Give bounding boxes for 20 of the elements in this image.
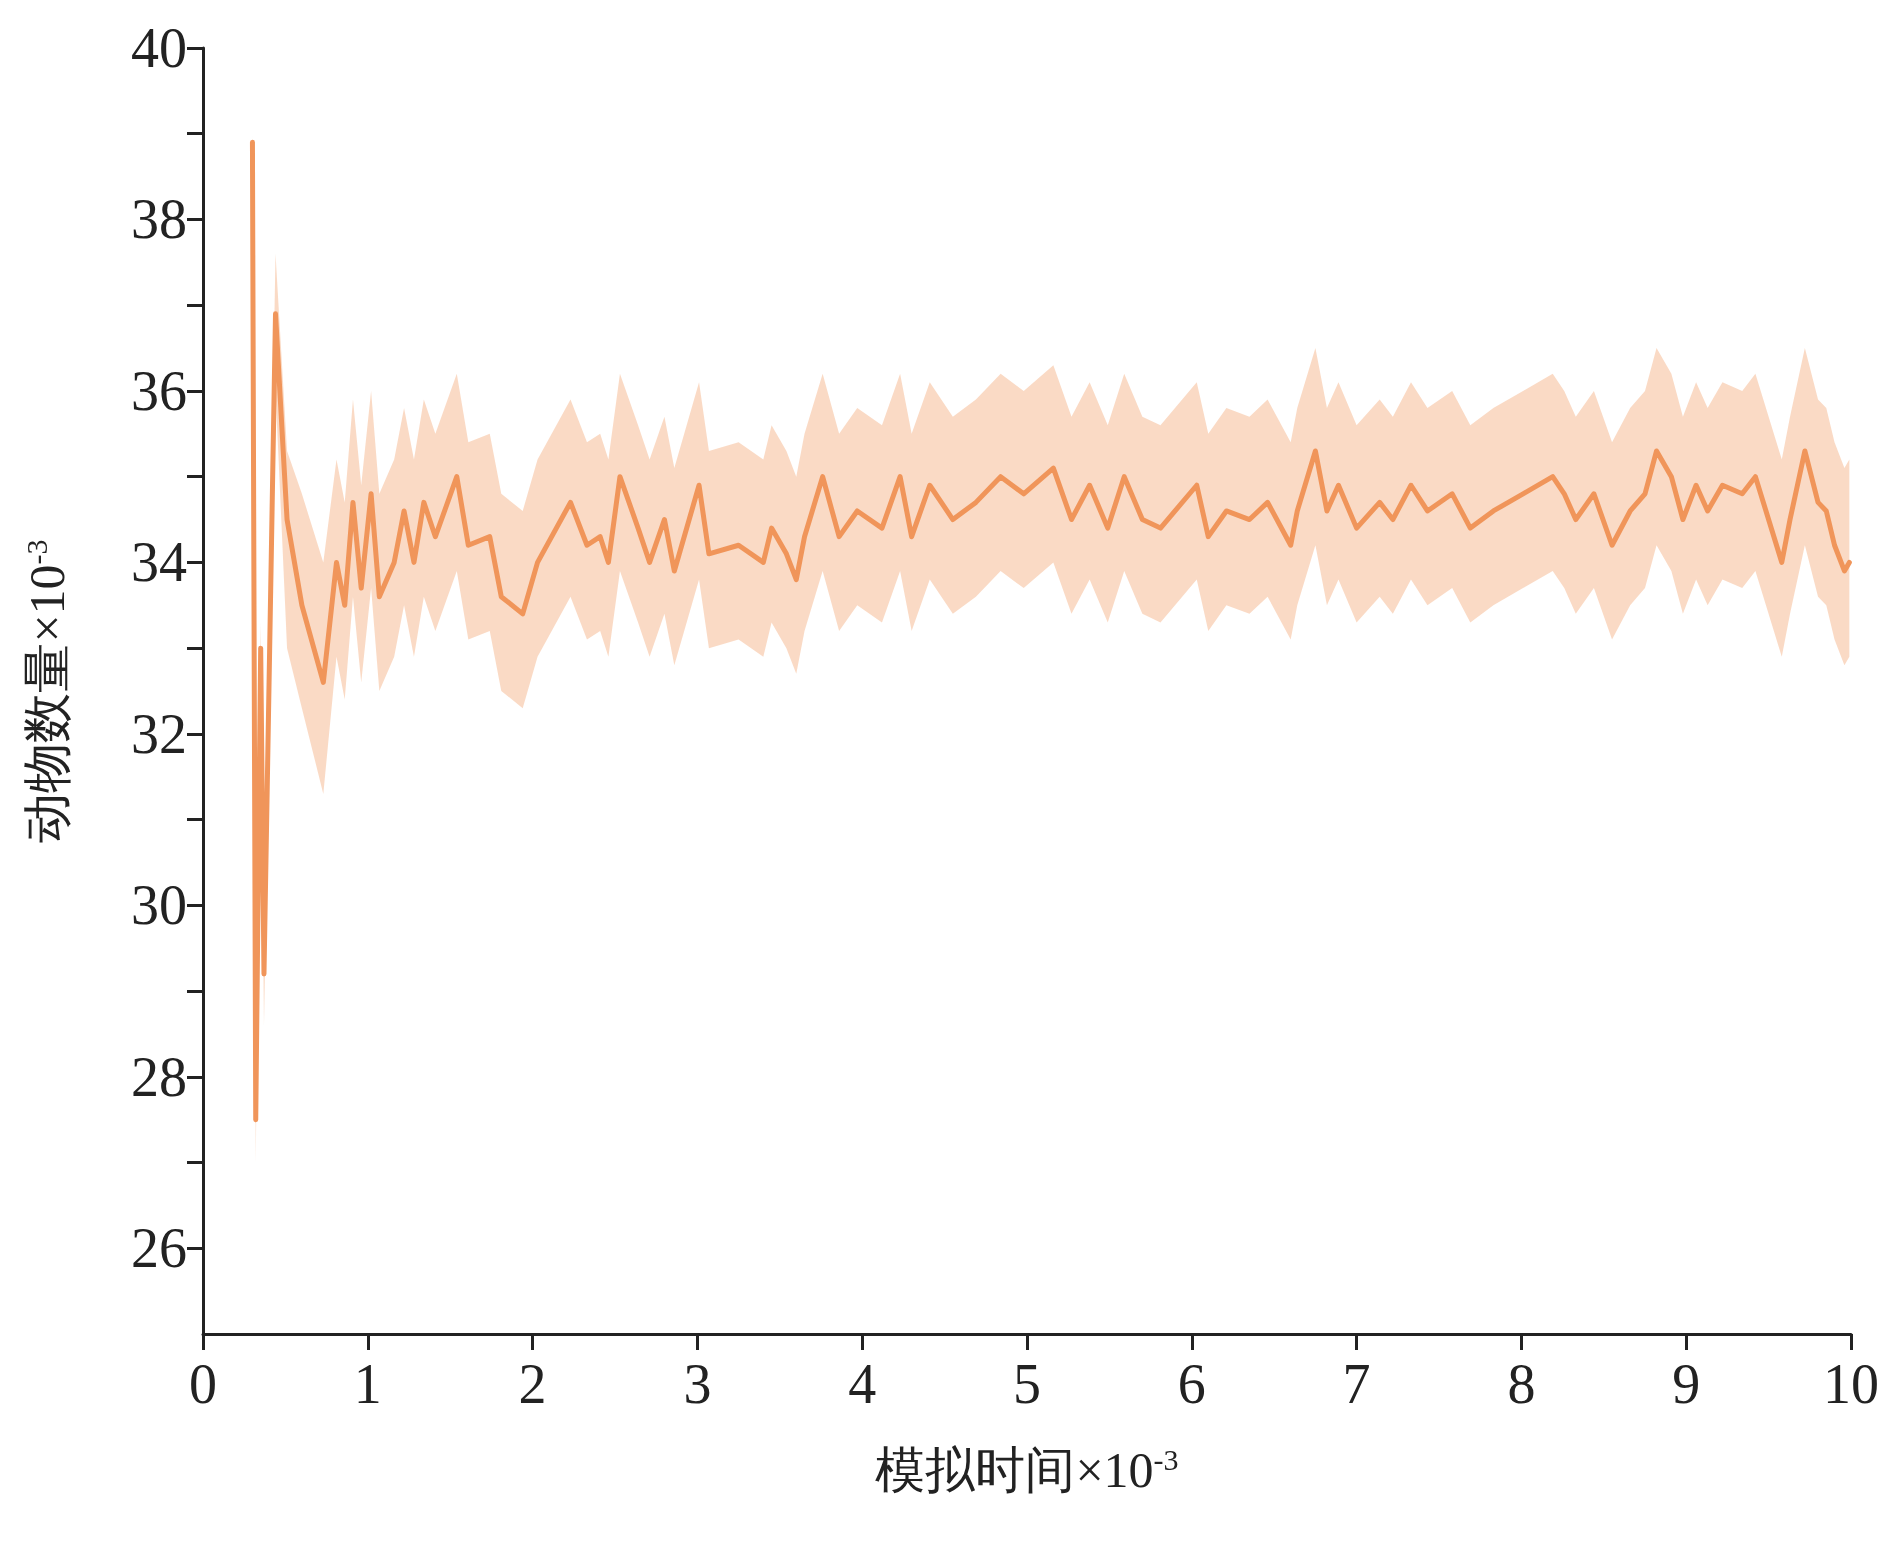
y-tick-label: 30 (131, 874, 187, 937)
x-tick-label: 10 (1823, 1353, 1879, 1415)
x-tick-label: 3 (683, 1353, 712, 1415)
x-tick-label: 2 (518, 1353, 547, 1415)
y-tick-label: 26 (131, 1217, 187, 1280)
y-tick-label: 32 (131, 702, 187, 765)
y-tick-label: 40 (131, 17, 187, 79)
x-tick-label: 4 (848, 1353, 877, 1415)
x-tick-label: 6 (1177, 1353, 1206, 1415)
x-tick-label: 9 (1672, 1353, 1701, 1415)
x-tick-label: 8 (1507, 1353, 1536, 1415)
y-tick-label: 28 (131, 1045, 187, 1108)
x-tick-label: 5 (1013, 1353, 1041, 1415)
x-tick-label: 7 (1342, 1353, 1371, 1415)
y-axis-title: 动物数量×10-3 (19, 539, 75, 843)
x-tick-label: 0 (189, 1353, 217, 1415)
x-tick-label: 1 (353, 1353, 382, 1415)
y-tick-label: 34 (131, 531, 187, 594)
y-tick-label: 36 (131, 359, 187, 422)
y-tick-label: 38 (131, 188, 187, 251)
